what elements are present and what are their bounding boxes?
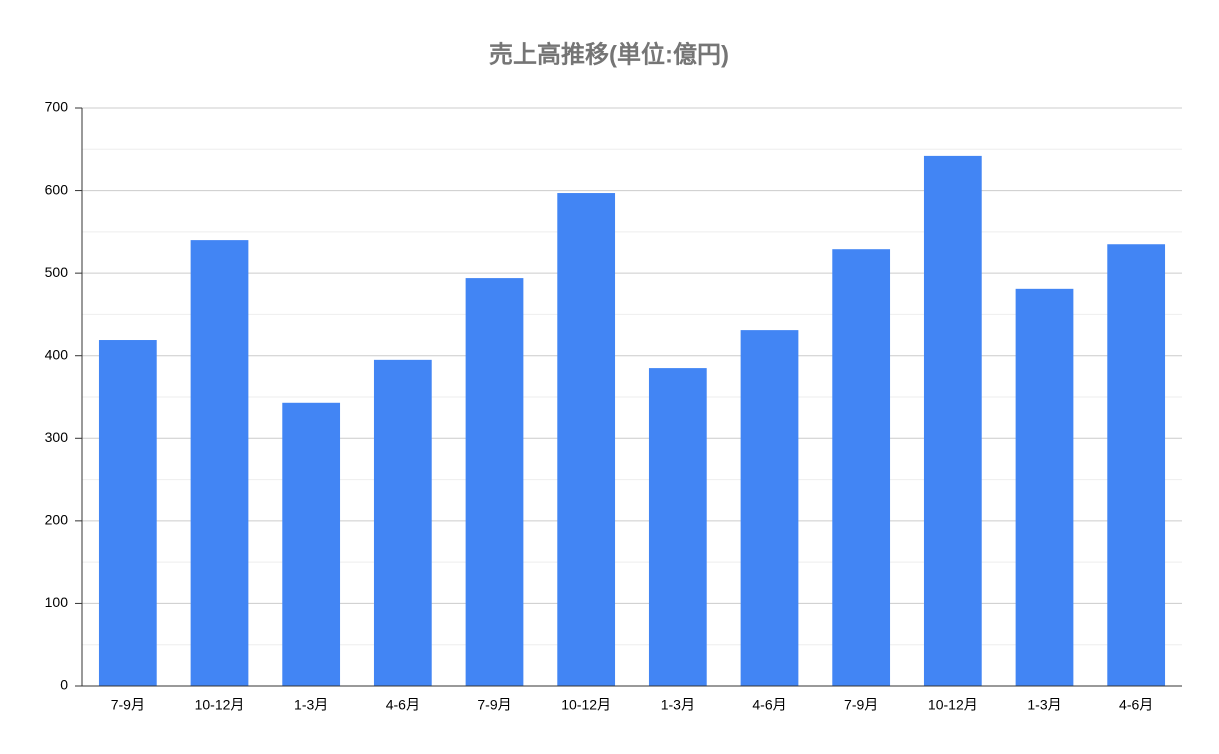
bar (465, 278, 524, 686)
x-tick-label: 10-12月 (928, 697, 978, 713)
y-tick-label: 300 (45, 429, 69, 445)
x-tick-label: 1-3月 (294, 697, 328, 713)
x-tick-label: 1-3月 (1027, 697, 1061, 713)
x-tick-label: 1-3月 (661, 697, 695, 713)
bar (1015, 288, 1074, 686)
y-tick-label: 400 (45, 346, 69, 362)
x-tick-label: 7-9月 (111, 697, 145, 713)
y-tick-label: 0 (60, 677, 68, 693)
x-tick-label: 4-6月 (752, 697, 786, 713)
x-tick-label: 10-12月 (561, 697, 611, 713)
bar (648, 368, 707, 686)
y-tick-label: 200 (45, 512, 69, 528)
x-tick-label: 10-12月 (195, 697, 245, 713)
y-tick-label: 100 (45, 594, 69, 610)
bar (1107, 244, 1166, 686)
y-tick-label: 700 (45, 99, 69, 115)
bar (923, 155, 982, 687)
y-tick-label: 500 (45, 264, 69, 280)
bar (557, 193, 616, 686)
bar (282, 402, 341, 686)
x-tick-label: 4-6月 (386, 697, 420, 713)
x-tick-label: 7-9月 (844, 697, 878, 713)
chart-title: 売上高推移(単位:億円) (489, 40, 729, 68)
bar (190, 240, 249, 686)
x-tick-label: 4-6月 (1119, 697, 1153, 713)
bar (832, 249, 891, 686)
y-tick-label: 600 (45, 181, 69, 197)
bar (373, 359, 432, 686)
bar (740, 330, 799, 686)
bar (98, 340, 157, 686)
x-tick-label: 7-9月 (477, 697, 511, 713)
